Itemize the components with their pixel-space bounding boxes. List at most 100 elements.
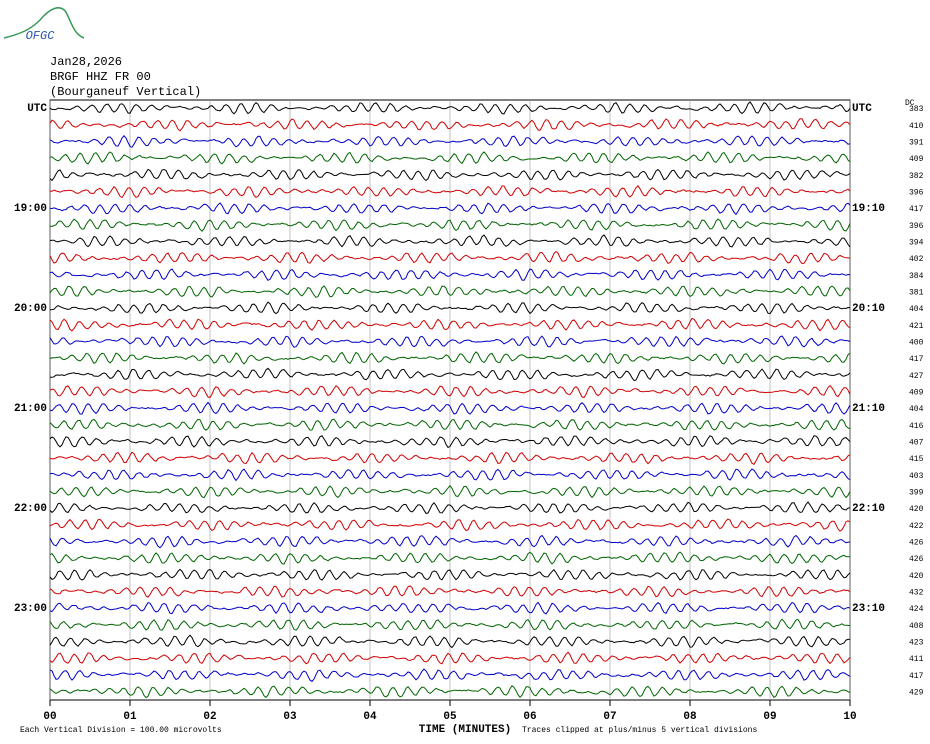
logo: OFGC [26,29,56,43]
trace [50,185,851,199]
x-tick-label: 04 [363,711,377,723]
x-tick-label: 02 [203,711,216,723]
x-tick-label: 09 [763,711,776,723]
trace [49,101,851,115]
date: Jan28,2026 [50,55,122,69]
trace [49,118,851,132]
trace [49,285,851,299]
trace [49,418,851,431]
trace [49,168,851,182]
dc-value: 399 [909,489,924,498]
dc-header: DC [905,99,915,108]
dc-value: 396 [909,188,924,197]
location: (Bourganeuf Vertical) [50,85,201,99]
trace [49,585,851,598]
division-note: Each Vertical Division = 100.00 microvol… [20,726,222,735]
dc-value: 426 [909,539,924,548]
dc-value: 400 [909,338,924,347]
dc-value: 404 [909,305,924,314]
dc-value: 410 [909,122,924,131]
dc-value: 417 [909,205,924,214]
trace [49,551,851,565]
dc-value: 416 [909,422,924,431]
trace [49,317,851,332]
logo-curve [3,7,85,39]
right-time-label: 20:10 [852,303,885,315]
dc-value: 409 [909,155,924,164]
dc-value: 381 [909,288,924,297]
x-tick-label: 00 [43,711,56,723]
right-time-label: UTC [852,103,872,115]
dc-value: 402 [909,255,924,264]
trace [49,484,851,499]
x-tick-label: 03 [283,711,297,723]
x-tick-label: 10 [843,711,856,723]
trace [49,501,851,514]
x-tick-label: 07 [603,711,616,723]
dc-value: 415 [909,455,924,464]
trace [49,601,851,615]
dc-value: 391 [909,138,924,147]
trace [49,618,851,631]
trace [49,435,851,449]
trace [49,568,851,581]
dc-value: 426 [909,555,924,564]
trace [49,518,851,532]
x-label: TIME (MINUTES) [419,724,511,736]
x-tick-label: 05 [443,711,457,723]
trace [49,651,851,665]
trace [49,351,851,365]
left-time-label: 21:00 [14,403,47,415]
left-time-label: 19:00 [14,203,47,215]
dc-value: 409 [909,388,924,397]
trace [49,218,851,232]
dc-value: 394 [909,238,924,247]
dc-value: 407 [909,439,924,448]
trace [49,534,851,549]
trace [49,268,851,281]
trace [49,401,851,415]
trace [49,468,851,482]
trace [49,301,851,315]
trace [49,634,850,649]
left-time-label: 20:00 [14,303,47,315]
dc-value: 408 [909,622,924,631]
dc-value: 421 [909,322,924,331]
dc-value: 417 [909,672,924,681]
dc-value: 383 [909,105,924,114]
dc-value: 429 [909,689,924,698]
dc-value: 382 [909,172,924,181]
trace [49,202,851,216]
dc-value: 411 [909,655,924,664]
x-tick-label: 08 [683,711,697,723]
dc-value: 424 [909,605,924,614]
trace [49,234,851,248]
trace [49,451,851,465]
left-time-label: 23:00 [14,603,47,615]
dc-value: 417 [909,355,924,364]
clip-note: Traces clipped at plus/minus 5 vertical … [522,726,757,735]
right-time-label: 22:10 [852,503,885,515]
dc-value: 396 [909,222,924,231]
dc-value: 423 [909,639,924,648]
trace [49,384,851,399]
x-tick-label: 01 [123,711,137,723]
dc-value: 420 [909,572,924,581]
trace [49,367,851,382]
dc-value: 427 [909,372,924,381]
dc-value: 420 [909,505,924,514]
trace [49,135,851,148]
right-time-label: 19:10 [852,203,885,215]
trace [49,250,851,265]
x-tick-label: 06 [523,711,536,723]
right-time-label: 21:10 [852,403,885,415]
trace [49,668,851,682]
dc-value: 404 [909,405,924,414]
dc-value: 432 [909,589,924,598]
right-time-label: 23:10 [852,603,885,615]
dc-value: 403 [909,472,924,481]
station: BRGF HHZ FR 00 [50,70,151,84]
trace [49,151,851,165]
dc-value: 384 [909,272,924,281]
